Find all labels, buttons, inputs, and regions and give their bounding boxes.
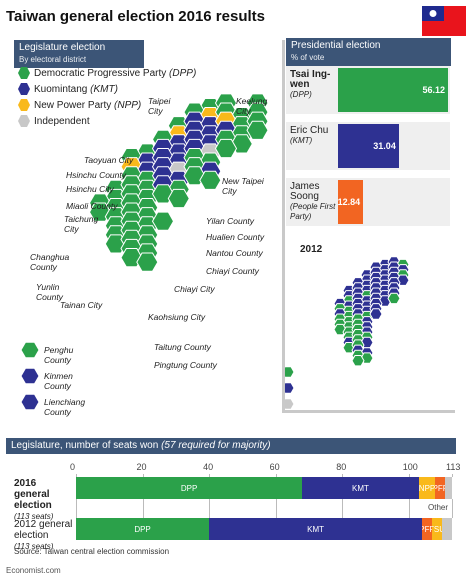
- row-label-text: 2012 general election: [14, 519, 73, 541]
- gridline: [342, 474, 344, 540]
- district-hex: [167, 188, 190, 209]
- seat-segment: KMT: [209, 518, 424, 540]
- row-label-sub: (113 seats): [14, 542, 54, 551]
- island-hex: [20, 367, 40, 385]
- other-label: Other: [428, 503, 449, 512]
- chart-title: Taiwan general election 2016 results: [6, 8, 265, 25]
- x-tick-label: 80: [336, 462, 347, 472]
- seat-segment: NPP: [418, 477, 437, 499]
- place-label: Taichung City: [64, 214, 99, 234]
- seat-segment: DPP: [76, 518, 211, 540]
- legend-swatch-icon: [18, 115, 30, 127]
- legend-label: Democratic Progressive Party (DPP): [34, 67, 197, 79]
- legend-swatch-icon: [18, 83, 30, 95]
- seats-heading: Legislature, number of seats won (57 req…: [6, 438, 456, 454]
- place-label: Hsinchu City: [66, 184, 114, 194]
- legend-item: Kuomintang (KMT): [18, 82, 118, 96]
- candidate-name: Tsai Ing-wen: [290, 69, 331, 90]
- legend-label: New Power Party (NPP): [34, 99, 142, 111]
- place-label: Penghu County: [44, 345, 74, 365]
- map-2012-label: 2012: [300, 244, 323, 255]
- gridline: [275, 474, 277, 540]
- place-label: Keelung City: [236, 96, 268, 116]
- district-2012-hex: [369, 308, 383, 320]
- place-label: Miaoli County: [66, 201, 118, 211]
- seat-segment: [445, 477, 453, 499]
- x-tick-label: 100: [402, 462, 418, 472]
- seat-segment: [442, 518, 453, 540]
- gridline: [76, 474, 77, 540]
- presidential-heading: Presidential election % of vote: [286, 38, 451, 66]
- island-hex: [20, 341, 40, 359]
- legend-swatch-icon: [18, 99, 30, 111]
- candidate-party: (DPP): [290, 90, 312, 99]
- credit: Economist.com: [6, 566, 61, 575]
- legend-label: Independent: [34, 115, 90, 127]
- candidate-label: Tsai Ing-wen (DPP): [290, 70, 336, 100]
- row-label-sub: (113 seats): [14, 512, 54, 521]
- candidate-label: James Soong (People First Party): [290, 182, 336, 222]
- legend-abbr: (KMT): [90, 83, 118, 95]
- place-label: Changhua County: [30, 252, 70, 272]
- gridline: [408, 474, 410, 540]
- x-tick-label: 113: [446, 462, 461, 472]
- place-label: Taoyuan City: [84, 155, 134, 165]
- row-label: 2016 general election (113 seats): [14, 478, 74, 522]
- x-tick-label: 40: [203, 462, 214, 472]
- place-label: Hsinchu County: [66, 170, 127, 180]
- district-2012-hex: [351, 355, 365, 367]
- legislature-heading: Legislature election By electoral distri…: [14, 40, 144, 68]
- row-label-text: 2016 general election: [14, 478, 52, 511]
- place-label: Chiayi City: [174, 284, 215, 294]
- place-label: Pingtung County: [154, 360, 217, 370]
- district-2012-hex: [387, 292, 401, 305]
- seat-segment: DPP: [76, 477, 304, 499]
- place-label: Taipei City: [148, 96, 171, 116]
- place-label: Hualien County: [206, 232, 265, 242]
- legend-item: New Power Party (NPP): [18, 98, 141, 112]
- district-hex: [199, 170, 222, 190]
- place-label: Nantou County: [206, 248, 263, 258]
- place-label: Taitung County: [154, 342, 211, 352]
- legend-item: Democratic Progressive Party (DPP): [18, 66, 196, 80]
- place-label: Lienchiang County: [44, 397, 86, 417]
- island-hex: [20, 393, 40, 411]
- place-label: Yunlin County: [36, 282, 63, 302]
- gridline: [452, 474, 453, 540]
- candidate-name: Eric Chu: [290, 125, 329, 136]
- legend-swatch-icon: [18, 67, 30, 79]
- district-hex: [151, 211, 175, 231]
- legend-item: Independent: [18, 114, 90, 128]
- place-label: Tainan City: [60, 300, 103, 310]
- presidential-bar: 56.12: [338, 68, 448, 112]
- x-tick-label: 20: [136, 462, 147, 472]
- gridline: [209, 474, 211, 540]
- candidate-party: (KMT): [290, 136, 313, 145]
- row-label: 2012 general election (113 seats): [14, 519, 74, 552]
- seat-segment: KMT: [302, 477, 420, 499]
- candidate-name: James Soong: [290, 181, 320, 202]
- district-hex: [246, 120, 269, 140]
- x-tick-label: 0: [70, 462, 76, 472]
- candidate-label: Eric Chu (KMT): [290, 126, 336, 146]
- place-label: Yilan County: [206, 216, 255, 226]
- legend-label: Kuomintang (KMT): [34, 83, 118, 95]
- taiwan-flag-icon: [422, 6, 466, 36]
- taiwan-hex-map: [20, 93, 410, 411]
- presidential-bar: 31.04: [338, 124, 399, 168]
- legend-abbr: (NPP): [114, 99, 142, 111]
- district-hex: [214, 138, 238, 159]
- presidential-panel: [282, 40, 455, 413]
- x-tick-label: 60: [269, 462, 280, 472]
- gridline: [142, 474, 144, 540]
- place-label: Kinmen County: [44, 371, 73, 391]
- presidential-bar: 12.84: [338, 180, 364, 224]
- place-label: Kaohsiung City: [148, 312, 206, 322]
- district-hex: [136, 252, 159, 272]
- candidate-party: (People First Party): [290, 202, 336, 221]
- source-note: Source: Taiwan central election commissi…: [14, 547, 170, 556]
- legend-abbr: (DPP): [169, 67, 197, 79]
- place-label: Chiayi County: [206, 266, 259, 276]
- place-label: New Taipei City: [222, 176, 264, 196]
